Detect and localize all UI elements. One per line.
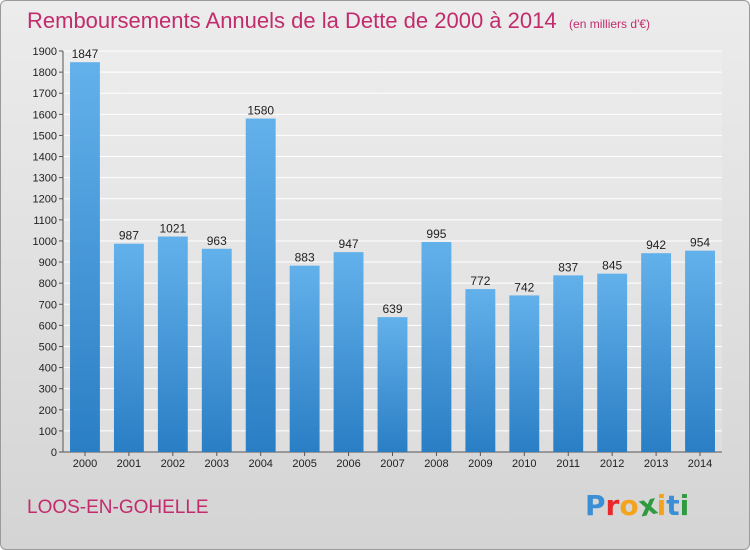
bar-2003 — [201, 248, 232, 452]
bar-2014 — [685, 250, 715, 452]
x-tick-label-2005: 2005 — [292, 458, 316, 470]
bar-2002 — [157, 236, 188, 452]
value-label-2010: 742 — [514, 280, 534, 294]
chart-title: Remboursements Annuels de la Dette de 20… — [27, 8, 557, 33]
value-label-2012: 845 — [602, 259, 622, 273]
value-label-2009: 772 — [470, 274, 490, 288]
y-tick-label: 1400 — [33, 152, 57, 164]
y-tick-label: 1500 — [33, 130, 57, 142]
label-layer: 0 100 200 300 400 500 600 700 800 900 1000 1100 1200… — [33, 46, 713, 470]
y-tick-label: 1100 — [33, 215, 57, 227]
bar-2000 — [70, 62, 100, 452]
x-tick-label-2009: 2009 — [468, 458, 492, 470]
value-label-2011: 837 — [558, 260, 578, 274]
y-tick-label: 200 — [39, 405, 57, 417]
x-tick-label-2002: 2002 — [161, 458, 185, 470]
bar-2012 — [597, 273, 628, 452]
logo-letter: r — [605, 489, 620, 522]
y-tick-label: 0 — [51, 447, 57, 459]
bar-2013 — [641, 253, 672, 452]
y-tick-label: 1700 — [33, 88, 57, 100]
y-tick-label: 900 — [39, 257, 57, 269]
y-tick-label: 1200 — [33, 194, 57, 206]
value-label-2001: 987 — [119, 229, 139, 243]
value-label-2003: 963 — [207, 234, 227, 248]
chart-subtitle: (en milliers d'€) — [569, 17, 651, 31]
x-tick-label-2000: 2000 — [73, 458, 97, 470]
x-tick-label-2007: 2007 — [380, 458, 404, 470]
x-tick-label-2014: 2014 — [688, 458, 712, 470]
logo-letter: i — [679, 489, 690, 522]
logo-letter: o — [619, 489, 639, 522]
value-label-2006: 947 — [339, 237, 359, 251]
x-tick-label-2008: 2008 — [424, 458, 448, 470]
bar-2010 — [509, 295, 540, 452]
logo-letter: i — [656, 489, 667, 522]
bar-2008 — [421, 242, 452, 452]
bar-2006 — [333, 252, 364, 452]
y-tick-label: 600 — [39, 320, 57, 332]
value-label-2008: 995 — [426, 227, 446, 241]
proxiti-logo: Proxiti — [585, 487, 690, 523]
x-tick-label-2001: 2001 — [117, 458, 141, 470]
logo-letter: P — [585, 489, 606, 522]
value-label-2004: 1580 — [247, 104, 274, 118]
y-tick-label: 500 — [39, 341, 57, 353]
value-label-2007: 639 — [382, 302, 402, 316]
bar-2001 — [113, 243, 144, 452]
y-tick-label: 700 — [39, 299, 57, 311]
x-tick-label-2003: 2003 — [205, 458, 229, 470]
x-tick-label-2011: 2011 — [556, 458, 580, 470]
bar-2011 — [553, 275, 584, 452]
y-tick-label: 100 — [39, 426, 57, 438]
value-label-2005: 883 — [295, 251, 315, 265]
x-tick-label-2004: 2004 — [248, 458, 272, 470]
x-tick-label-2013: 2013 — [644, 458, 668, 470]
city-name: LOOS-EN-GOHELLE — [27, 497, 209, 518]
y-tick-label: 400 — [39, 363, 57, 375]
bar-2009 — [465, 289, 496, 452]
bar-layer — [70, 62, 715, 453]
value-label-2002: 1021 — [159, 222, 186, 236]
y-tick-label: 300 — [39, 384, 57, 396]
bar-2004 — [245, 118, 276, 453]
value-label-2013: 942 — [646, 238, 666, 252]
x-tick-label-2012: 2012 — [600, 458, 624, 470]
y-tick-label: 1300 — [33, 173, 57, 185]
x-tick-label-2010: 2010 — [512, 458, 536, 470]
bar-2007 — [377, 317, 408, 452]
y-tick-label: 1000 — [33, 236, 57, 248]
y-tick-label: 1800 — [33, 67, 57, 79]
y-tick-label: 1600 — [33, 109, 57, 121]
value-label-2000: 1847 — [72, 47, 99, 61]
y-tick-label: 800 — [39, 278, 57, 290]
title-row: Remboursements Annuels de la Dette de 20… — [27, 8, 650, 34]
y-tick-label: 1900 — [33, 46, 57, 58]
x-tick-label-2006: 2006 — [336, 458, 360, 470]
bar-2005 — [289, 265, 320, 452]
logo-letter: t — [666, 489, 680, 522]
value-label-2014: 954 — [690, 236, 710, 250]
